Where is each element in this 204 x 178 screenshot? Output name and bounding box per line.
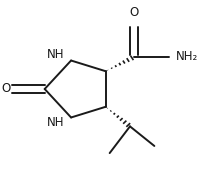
- Text: NH: NH: [47, 48, 64, 61]
- Text: O: O: [129, 6, 139, 19]
- Text: NH₂: NH₂: [176, 50, 198, 64]
- Text: O: O: [1, 82, 11, 96]
- Text: NH: NH: [47, 116, 64, 129]
